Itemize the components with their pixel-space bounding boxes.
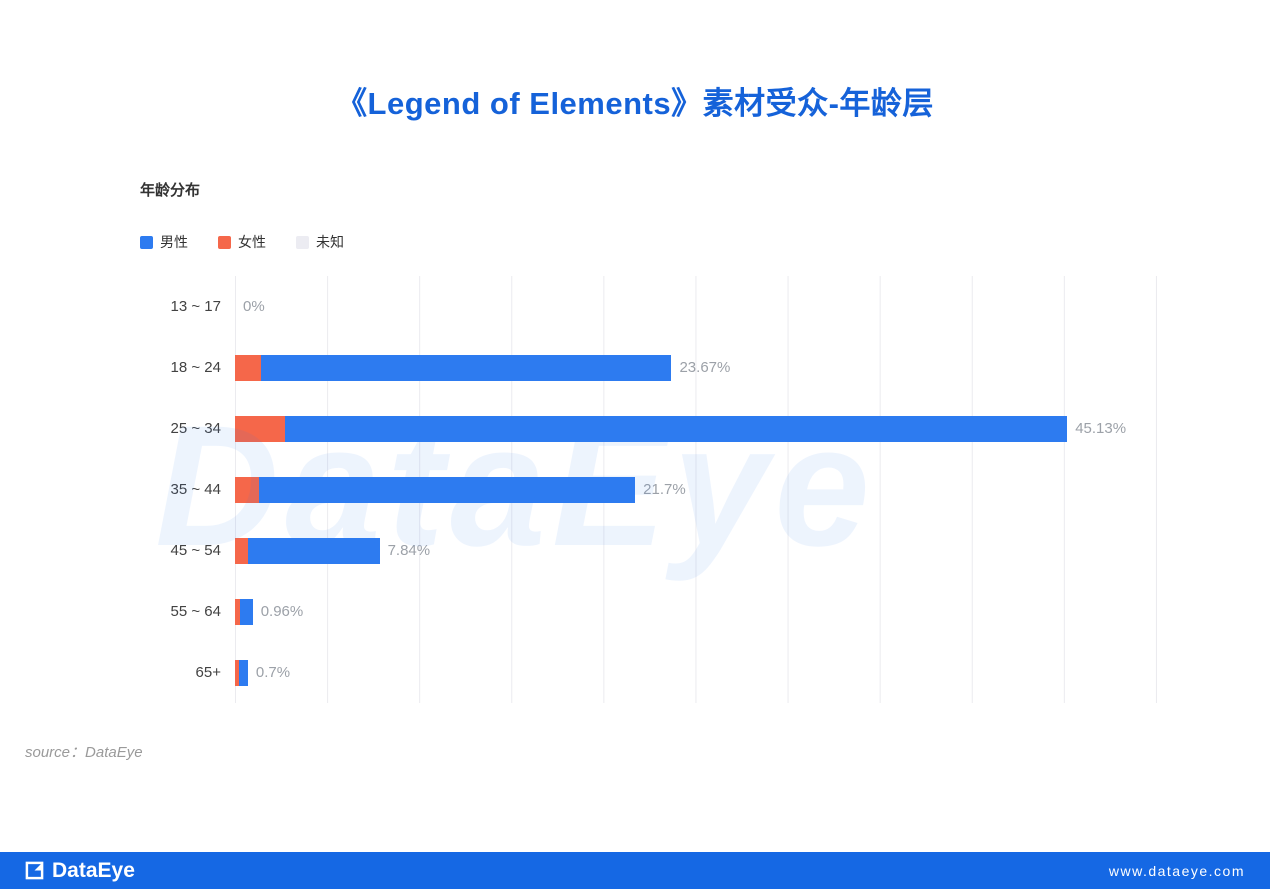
- bar-track: 21.7%: [235, 476, 1157, 503]
- category-label: 35 ~ 44: [170, 481, 221, 498]
- chart-legend: 男性 女性 未知: [140, 232, 1157, 252]
- bar-segment-female[interactable]: [235, 415, 285, 442]
- legend-label-male: 男性: [160, 234, 188, 250]
- legend-item-male[interactable]: 男性: [140, 232, 188, 252]
- chart-row: 45 ~ 54 7.84%: [140, 520, 1157, 581]
- bar-segment-male[interactable]: [260, 354, 672, 381]
- chart-card: 年龄分布 男性 女性 未知 13 ~ 17 0% 18 ~ 24 23.67% 25 ~ 3…: [140, 179, 1157, 703]
- category-label: 65+: [195, 664, 221, 681]
- chart-row: 55 ~ 64 0.96%: [140, 581, 1157, 642]
- bar-track: 0.7%: [235, 659, 1157, 686]
- value-label: 45.13%: [1075, 420, 1127, 437]
- chart-heading: 年龄分布: [140, 182, 201, 199]
- source-label: source：DataEye: [25, 744, 143, 761]
- bar-track: 0.96%: [235, 598, 1157, 625]
- legend-swatch-male: [140, 235, 153, 249]
- footer-brand-text: DataEye: [52, 858, 135, 882]
- bar-segment-female[interactable]: [235, 537, 248, 564]
- bar-segment-male[interactable]: [284, 415, 1068, 442]
- bar-track: 23.67%: [235, 354, 1157, 381]
- chart-row: 35 ~ 44 21.7%: [140, 459, 1157, 520]
- legend-swatch-female: [218, 235, 231, 249]
- page-title: 《Legend of Elements》素材受众-年龄层: [336, 86, 934, 121]
- legend-label-female: 女性: [238, 234, 266, 250]
- footer-url[interactable]: www.dataeye.com: [1108, 862, 1245, 879]
- bar-segment-male[interactable]: [258, 476, 636, 503]
- bar-segment-female[interactable]: [235, 354, 261, 381]
- bar-segment-male[interactable]: [238, 659, 248, 686]
- category-label: 55 ~ 64: [170, 603, 221, 620]
- category-label: 25 ~ 34: [170, 420, 221, 437]
- bar-track: 7.84%: [235, 537, 1157, 564]
- chart-row: 18 ~ 24 23.67%: [140, 337, 1157, 398]
- bar-segment-female[interactable]: [235, 598, 240, 625]
- chart-row: 25 ~ 34 45.13%: [140, 398, 1157, 459]
- value-label: 0.96%: [260, 603, 304, 620]
- legend-label-unknown: 未知: [316, 234, 344, 250]
- value-label: 23.67%: [679, 359, 731, 376]
- footer-brand: DataEye: [25, 859, 135, 883]
- legend-item-unknown[interactable]: 未知: [296, 232, 344, 252]
- bar-segment-male[interactable]: [247, 537, 380, 564]
- bar-segment-female[interactable]: [235, 476, 259, 503]
- category-label: 18 ~ 24: [170, 359, 221, 376]
- bar-segment-female[interactable]: [235, 659, 239, 686]
- chart-rows: 13 ~ 17 0% 18 ~ 24 23.67% 25 ~ 34 45.13% 35 ~ …: [140, 276, 1157, 703]
- dataeye-logo-icon: [25, 861, 44, 880]
- chart-row: 13 ~ 17 0%: [140, 276, 1157, 337]
- bar-track: 0%: [235, 294, 1157, 320]
- value-label: 0.7%: [255, 664, 291, 681]
- value-label: 21.7%: [643, 481, 686, 498]
- footer-bar: DataEye www.dataeye.com: [0, 852, 1270, 889]
- legend-item-female[interactable]: 女性: [218, 232, 266, 252]
- value-label: 7.84%: [387, 542, 431, 559]
- chart-plot: 13 ~ 17 0% 18 ~ 24 23.67% 25 ~ 34 45.13% 35 ~ …: [140, 276, 1157, 703]
- category-label: 45 ~ 54: [170, 542, 221, 559]
- bar-segment-male[interactable]: [239, 598, 253, 625]
- bar-track: 45.13%: [235, 415, 1157, 442]
- category-label: 13 ~ 17: [170, 298, 221, 315]
- chart-row: 65+ 0.7%: [140, 642, 1157, 703]
- legend-swatch-unknown: [296, 235, 309, 249]
- value-label: 0%: [243, 298, 265, 315]
